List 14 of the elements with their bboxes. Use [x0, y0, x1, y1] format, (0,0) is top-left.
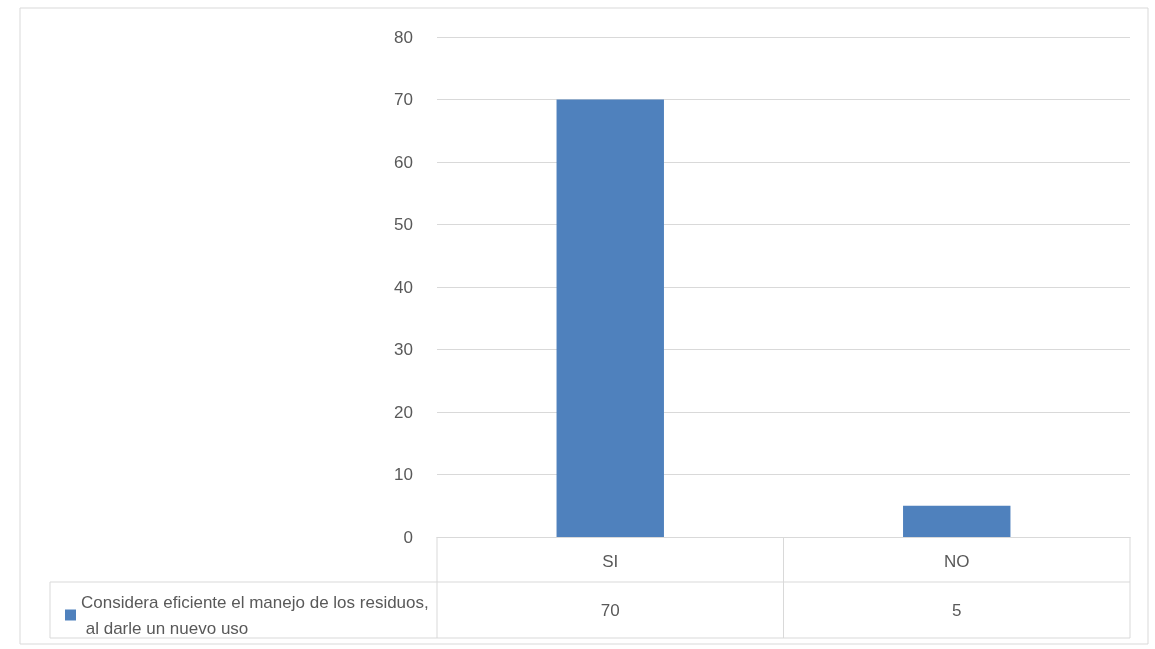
y-tick-label: 50 [394, 215, 413, 234]
x-tick-label: SI [602, 552, 619, 571]
x-tick-label: NO [944, 552, 970, 571]
y-tick-label: 70 [394, 90, 413, 109]
legend-label: Considera eficiente el manejo de los residuos, al darle un nuevo uso [81, 592, 429, 638]
y-tick-label: 40 [394, 277, 413, 297]
y-tick-label: 60 [394, 152, 413, 172]
y-tick-label: 30 [394, 340, 413, 359]
y-tick-label: 10 [394, 465, 413, 484]
data-label: 5 [952, 600, 962, 620]
y-tick-label: 20 [394, 402, 413, 422]
y-tick-label: 80 [394, 27, 413, 47]
data-label: 70 [600, 600, 620, 620]
y-tick-label: 0 [403, 527, 413, 547]
